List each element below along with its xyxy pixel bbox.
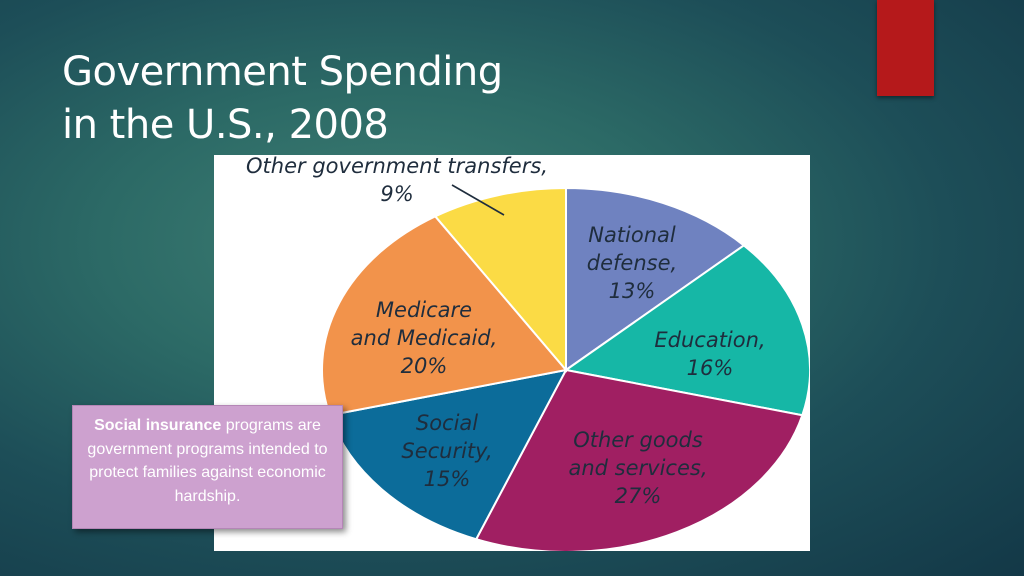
slice-label-other-goods-and-services: Other goods and services, 27% — [568, 428, 707, 508]
pie-chart: National defense, 13% Education, 16% Other go… — [246, 155, 810, 551]
slide-title-line-1: Government Spending — [62, 49, 503, 95]
definition-callout: Social insurance programs are government… — [72, 405, 343, 529]
pie-slice-education — [563, 244, 810, 417]
slice-label-education: Education, 16% — [654, 328, 765, 380]
pie-slice-medicare-and-medicaid — [321, 215, 568, 417]
slide-title-line-2: in the U.S., 2008 — [62, 102, 389, 148]
pie-slice-other-government-transfers — [433, 186, 567, 373]
slice-label-medicare-and-medicaid: Medicare and Medicaid, 20% — [351, 298, 498, 378]
slide-title: Government Spending in the U.S., 2008 — [62, 46, 762, 152]
callout-bold-term: Social insurance — [94, 417, 222, 434]
accent-bar — [877, 0, 934, 96]
slice-label-other-government-transfers: Other government transfers, 9% — [246, 155, 548, 206]
slice-label-national-defense: National defense, 13% — [587, 223, 677, 303]
pie-slice-other-goods-and-services — [474, 368, 804, 551]
pie-chart-panel: National defense, 13% Education, 16% Other go… — [214, 155, 810, 551]
pie-slice-national-defense — [565, 186, 746, 372]
callout-text: programs are government programs intende… — [87, 417, 328, 505]
slice-label-social-security: Social Security, 15% — [401, 411, 492, 491]
transfers-leader-line — [451, 184, 505, 216]
